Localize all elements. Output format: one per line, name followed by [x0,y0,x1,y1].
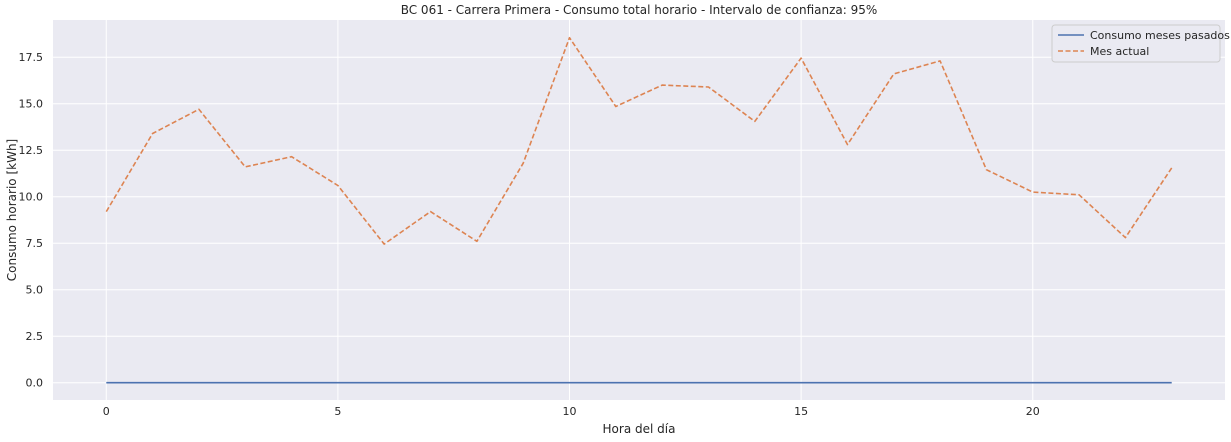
y-tick-label: 7.5 [26,237,44,250]
plot-area [53,20,1225,400]
x-tick-label: 5 [334,405,341,418]
x-tick-label: 15 [794,405,808,418]
tick-labels: 0 5 10 15 20 0.0 2.5 5.0 7.5 10.0 12.5 15.0 17.5 [19,51,1040,418]
y-tick-label: 5.0 [26,284,44,297]
x-tick-label: 20 [1026,405,1040,418]
y-tick-label: 10.0 [19,191,44,204]
legend-box [1051,24,1221,63]
legend-label-current: Mes actual [1090,45,1149,58]
y-tick-label: 2.5 [26,330,44,343]
x-tick-label: 10 [563,405,577,418]
legend: Consumo meses pasados Mes actual [1051,24,1230,63]
y-tick-label: 0.0 [26,377,44,390]
legend-label-past: Consumo meses pasados [1090,29,1230,42]
series-line-current-month [105,36,1173,245]
chart-title: BC 061 - Carrera Primera - Consumo total… [401,3,878,17]
y-tick-label: 17.5 [19,51,44,64]
x-tick-label: 0 [103,405,110,418]
y-tick-label: 15.0 [19,98,44,111]
y-tick-label: 12.5 [19,144,44,157]
x-axis-label: Hora del día [603,422,676,436]
y-axis-label: Consumo horario [kWh] [5,139,19,281]
series-lines [105,36,1173,384]
